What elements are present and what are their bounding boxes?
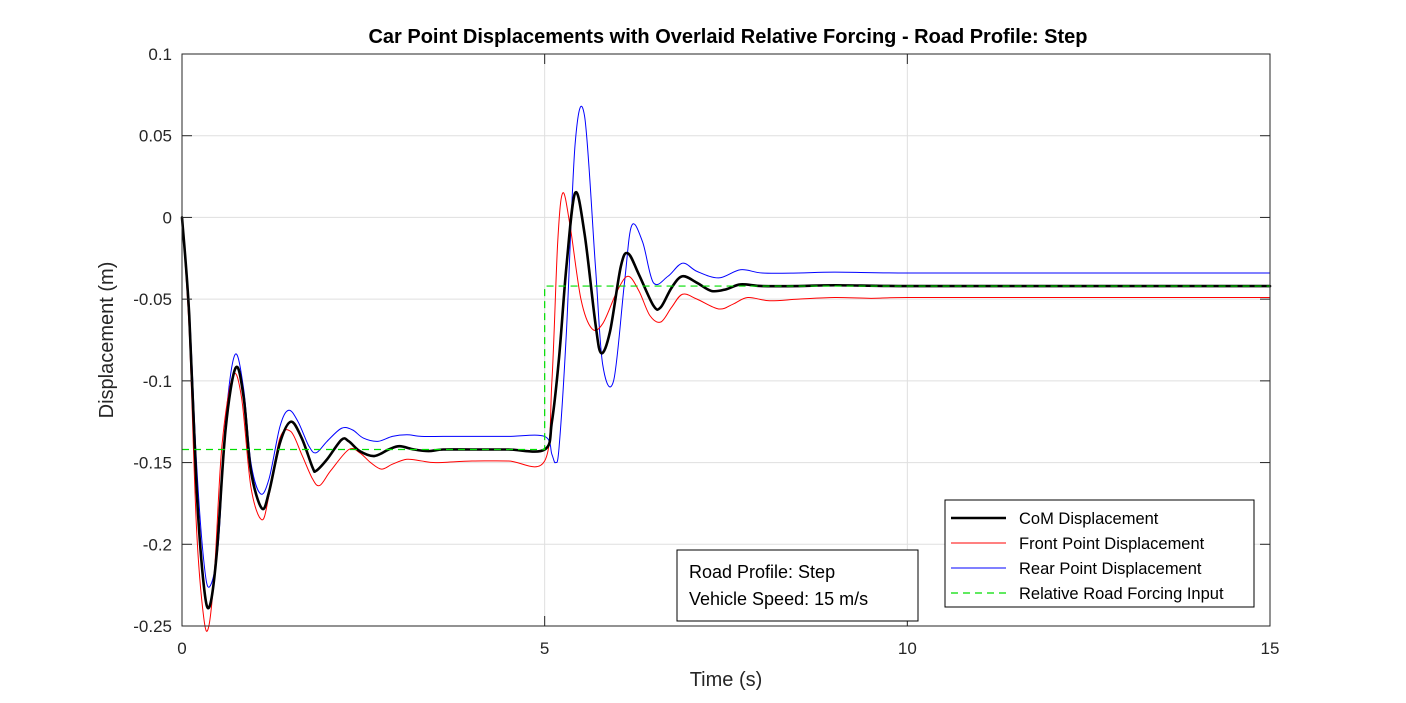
x-tick-label: 5 — [540, 639, 549, 658]
x-tick-label: 15 — [1261, 639, 1280, 658]
legend-label: Relative Road Forcing Input — [1019, 585, 1224, 603]
annotation-frame — [676, 549, 919, 622]
y-tick-label: 0.05 — [139, 127, 172, 146]
chart-title: Car Point Displacements with Overlaid Re… — [368, 26, 1087, 48]
x-tick-label: 0 — [177, 639, 186, 658]
data-lines — [180, 105, 1272, 632]
y-tick-label: -0.2 — [143, 535, 172, 554]
legend-label: CoM Displacement — [1019, 510, 1159, 528]
x-tick-label: 10 — [898, 639, 917, 658]
annotation-line-2: Vehicle Speed: 15 m/s — [689, 589, 868, 609]
annotation-line-1: Road Profile: Step — [689, 562, 835, 582]
legend-label: Front Point Displacement — [1019, 535, 1205, 553]
y-tick-label: -0.1 — [143, 372, 172, 391]
series-line-com-displacement — [180, 190, 1272, 610]
y-tick-label: 0 — [163, 208, 172, 227]
axis-ticks — [181, 53, 1271, 627]
x-tick-labels: 0 5 10 15 — [177, 639, 1279, 658]
legend-label: Rear Point Displacement — [1019, 560, 1202, 578]
y-tick-label: -0.25 — [133, 617, 172, 636]
y-tick-label: 0.1 — [148, 45, 172, 64]
series-line-relative-road-forcing-input — [182, 285, 1270, 451]
y-axis-label: Displacement (m) — [96, 262, 118, 419]
y-tick-label: -0.15 — [133, 454, 172, 473]
y-tick-labels: -0.25 -0.2 -0.15 -0.1 -0.05 0 0.05 0.1 — [133, 45, 172, 636]
axes-box — [181, 53, 1271, 627]
x-axis-label: Time (s) — [690, 669, 763, 691]
legend: CoM Displacement Front Point Displacement… — [944, 499, 1255, 608]
series-line-front-point-displacement — [181, 192, 1271, 632]
annotation-box: Road Profile: Step Vehicle Speed: 15 m/s — [676, 549, 919, 622]
y-tick-label: -0.05 — [133, 290, 172, 309]
